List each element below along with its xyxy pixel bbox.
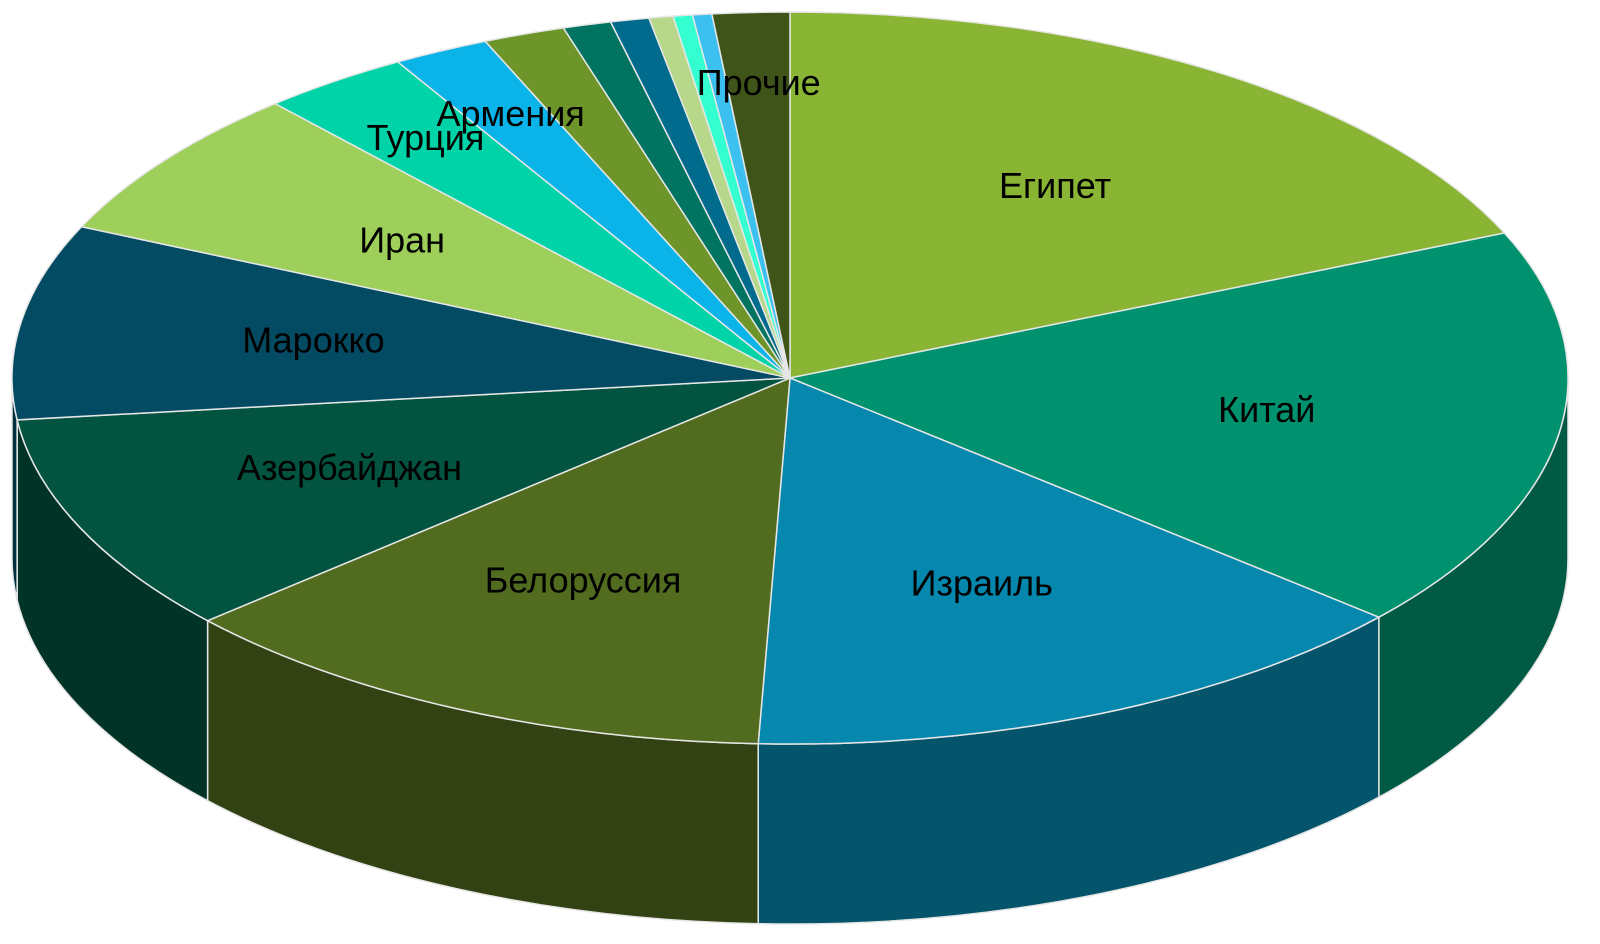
- slice-label: Прочие: [697, 62, 821, 103]
- pie-slice: [205, 376, 791, 745]
- pie-slice: [11, 225, 791, 421]
- pie-tops: [11, 11, 1569, 745]
- slice-label: Иран: [359, 220, 445, 261]
- pie-slice: [16, 377, 791, 622]
- pie-slice: [757, 376, 1381, 745]
- slice-label: Египет: [999, 165, 1111, 206]
- slice-label: Марокко: [242, 319, 384, 360]
- slice-label: Белоруссия: [485, 559, 682, 600]
- pie-slice: [710, 11, 791, 379]
- slice-label: Армения: [437, 93, 585, 134]
- pie-slice: [787, 232, 1569, 619]
- slice-label: Азербайджан: [237, 447, 462, 488]
- pie-slice: [80, 102, 791, 379]
- slice-label: Турция: [367, 117, 485, 158]
- slice-label: Китай: [1218, 389, 1315, 430]
- slice-label: Израиль: [911, 563, 1053, 604]
- pie-sides: [11, 377, 1569, 925]
- pie-slice: [789, 11, 1506, 379]
